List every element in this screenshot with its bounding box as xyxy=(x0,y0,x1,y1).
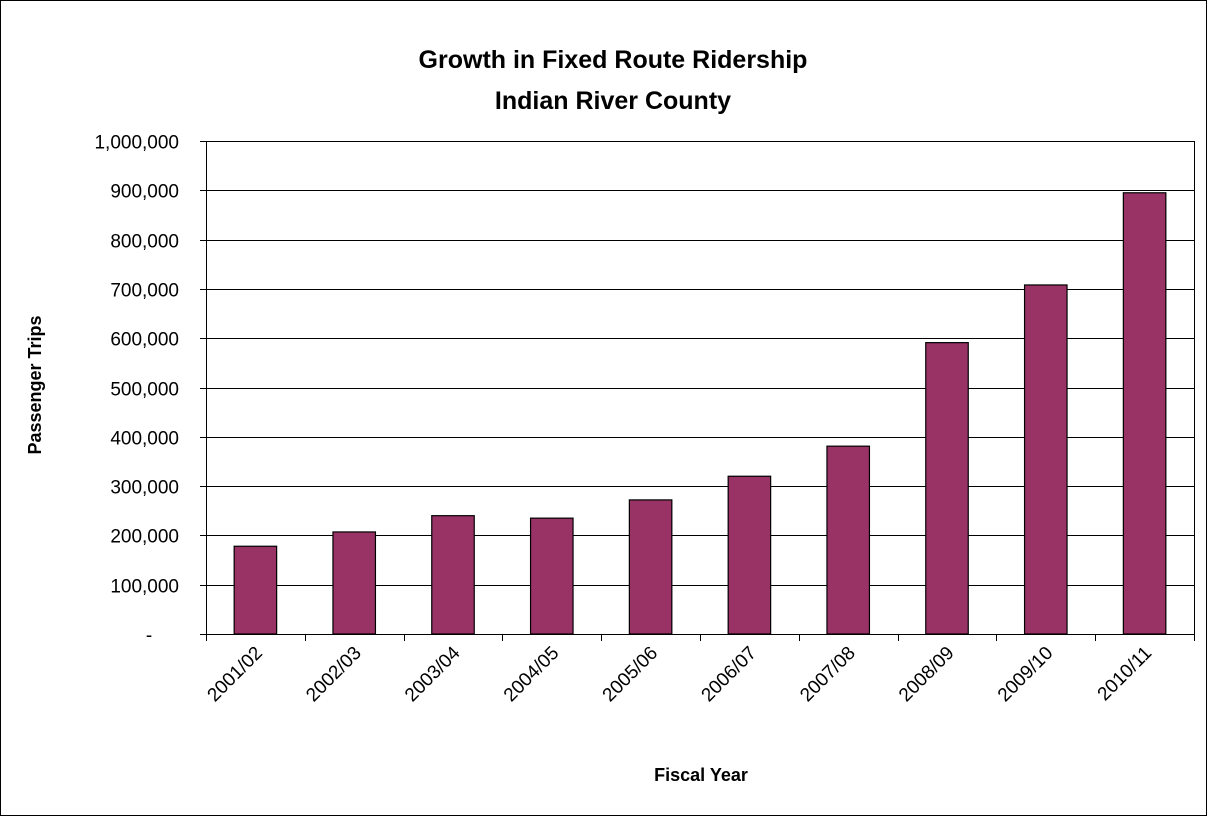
y-tick-label: 700,000 xyxy=(110,281,179,302)
y-tick-label: 1,000,000 xyxy=(94,133,179,154)
chart-subtitle: Indian River County xyxy=(495,87,731,115)
y-tick-label: 300,000 xyxy=(110,478,179,499)
bar xyxy=(431,515,475,635)
y-tick-label: - xyxy=(146,626,152,647)
x-tick-label: 2001/02 xyxy=(204,643,267,706)
x-tick-label: 2004/05 xyxy=(500,643,563,706)
chart-title: Growth in Fixed Route Ridership xyxy=(419,46,808,74)
bars xyxy=(233,192,1167,635)
bar xyxy=(233,545,278,635)
y-axis-title: Passenger Trips xyxy=(25,315,45,454)
x-tick-label: 2006/07 xyxy=(698,643,761,706)
x-tick-label: 2003/04 xyxy=(401,642,465,706)
x-tick-labels: 2001/02 2002/03 2003/04 2004/05 2005/06 2006/… xyxy=(204,642,1157,706)
x-axis-title: Fiscal Year xyxy=(654,765,748,785)
bar xyxy=(628,499,673,635)
bar xyxy=(332,531,377,635)
x-tick-label: 2010/11 xyxy=(1094,643,1156,705)
x-tick-label: 2005/06 xyxy=(599,643,662,706)
bar xyxy=(727,475,772,635)
bar xyxy=(1023,284,1068,635)
y-tick-label: 800,000 xyxy=(110,232,179,253)
x-tick-label: 2007/08 xyxy=(796,643,859,706)
y-tick-labels: - 100,000 200,000 300,000 400,000 500,000 600,… xyxy=(94,133,179,647)
bar xyxy=(925,342,969,635)
x-tick-label: 2009/10 xyxy=(994,643,1057,706)
y-tick-label: 200,000 xyxy=(110,527,179,548)
y-tick-label: 400,000 xyxy=(110,429,179,450)
y-tick-label: 600,000 xyxy=(110,330,179,351)
bar xyxy=(1122,192,1167,635)
bar xyxy=(529,517,574,635)
y-tick-label: 500,000 xyxy=(110,380,179,401)
x-tick-label: 2002/03 xyxy=(302,643,365,706)
bar xyxy=(826,445,871,635)
axes xyxy=(200,141,1195,641)
y-tick-label: 900,000 xyxy=(110,182,179,203)
x-tick-label: 2008/09 xyxy=(895,643,958,706)
y-tick-label: 100,000 xyxy=(110,577,179,598)
